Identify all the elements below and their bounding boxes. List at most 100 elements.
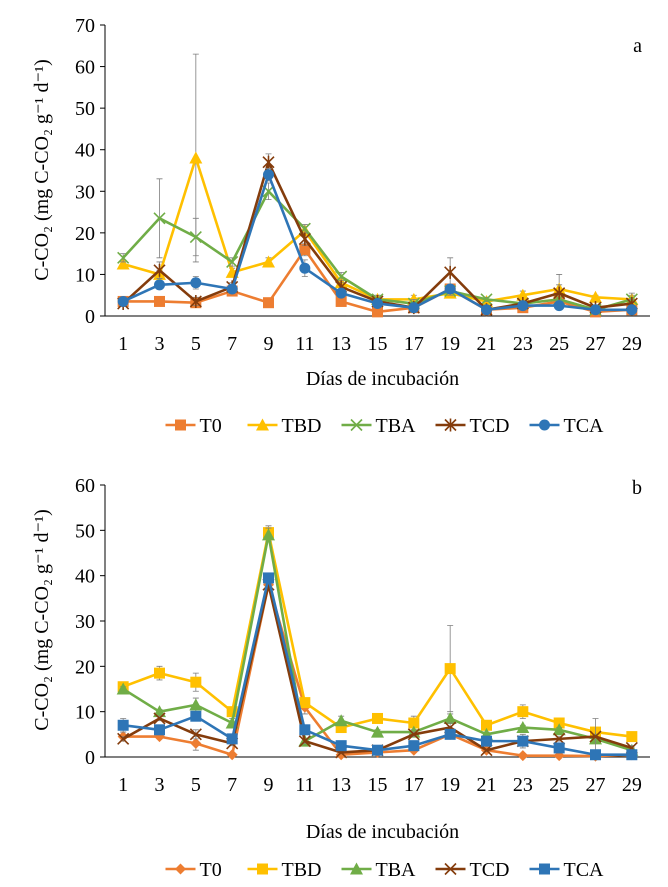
x-tick-label: 25: [549, 774, 569, 796]
data-point: [590, 749, 601, 761]
data-point: [407, 728, 420, 741]
legend-swatch-marker: [444, 862, 457, 876]
data-point: [553, 742, 565, 754]
x-tick-label: 27: [586, 333, 606, 355]
y-tick-label: 50: [75, 520, 95, 542]
data-point: [262, 155, 275, 169]
data-point: [117, 732, 130, 745]
data-point: [116, 257, 130, 270]
data-point: [444, 265, 457, 279]
legend-label: TCD: [470, 415, 510, 437]
x-tick-label: 21: [477, 774, 497, 796]
data-point: [189, 728, 202, 741]
legend-label: TCA: [564, 415, 605, 437]
legend-item-TCA: TCA: [529, 415, 605, 437]
data-point: [153, 712, 166, 725]
data-point: [154, 295, 165, 307]
data-point: [299, 262, 311, 274]
data-point: [480, 293, 493, 306]
data-point: [117, 295, 129, 307]
legend-swatch-marker: [256, 418, 269, 431]
legend-swatch-marker: [444, 418, 457, 432]
panel-label: a: [633, 35, 642, 57]
legend-swatch-marker: [539, 419, 550, 431]
data-point: [335, 740, 347, 752]
data-point: [189, 151, 203, 164]
data-point: [481, 304, 492, 316]
data-point: [516, 288, 530, 301]
legend-item-TCD: TCD: [435, 415, 510, 437]
x-tick-label: 23: [513, 333, 533, 355]
data-point: [481, 735, 492, 747]
data-point: [517, 706, 529, 718]
legend-item-T0: T0: [165, 859, 222, 881]
legend-item-TBD: TBD: [247, 415, 322, 437]
y-tick-label: 0: [85, 747, 95, 769]
legend-item-T0: T0: [165, 415, 222, 437]
data-point: [190, 676, 202, 688]
data-point: [372, 712, 383, 724]
data-point: [263, 572, 274, 584]
series-TBD: [116, 53, 639, 307]
x-tick-label: 1: [118, 333, 128, 355]
data-point: [262, 528, 275, 541]
legend-swatch-marker: [539, 863, 550, 875]
data-point: [517, 750, 529, 762]
legend-label: T0: [200, 859, 222, 881]
legend-swatch-marker: [350, 418, 363, 432]
x-tick-label: 13: [331, 333, 351, 355]
y-tick-label: 20: [75, 656, 95, 678]
x-axis-label: Días de incubación: [306, 368, 459, 390]
y-tick-label: 30: [75, 611, 95, 633]
x-tick-label: 27: [586, 774, 606, 796]
data-point: [517, 300, 529, 312]
data-point: [372, 298, 383, 310]
data-point: [371, 725, 384, 738]
data-point: [226, 706, 238, 718]
y-tick-label: 40: [75, 566, 95, 588]
x-tick-label: 5: [191, 774, 201, 796]
data-point: [226, 733, 238, 745]
x-tick-label: 13: [331, 774, 351, 796]
data-point: [516, 721, 530, 734]
data-point: [189, 230, 202, 244]
x-tick-label: 3: [155, 774, 165, 796]
data-point: [335, 295, 347, 307]
series-TCA: [117, 168, 638, 316]
data-point: [189, 294, 202, 308]
legend-label: T0: [200, 415, 222, 437]
data-point: [262, 255, 275, 268]
data-point: [372, 306, 383, 318]
data-point: [116, 682, 130, 695]
y-tick-label: 30: [75, 181, 95, 203]
data-point: [553, 286, 566, 300]
data-point: [444, 283, 456, 295]
x-axis-label: Días de incubación: [306, 821, 459, 843]
data-point: [154, 667, 165, 679]
x-tick-label: 21: [477, 333, 497, 355]
x-tick-label: 7: [227, 333, 237, 355]
x-tick-label: 11: [295, 333, 314, 355]
y-tick-label: 10: [75, 264, 95, 286]
x-tick-label: 7: [227, 774, 237, 796]
data-point: [263, 169, 274, 181]
legend-swatch-marker: [175, 419, 186, 431]
legend-item-TBA: TBA: [341, 859, 416, 881]
data-point: [299, 697, 311, 709]
legend-label: TCD: [470, 859, 510, 881]
data-point: [263, 297, 274, 309]
legend: T0 TBD TBA TCD TCA: [165, 415, 605, 437]
y-tick-label: 40: [75, 140, 95, 162]
data-point: [226, 255, 239, 269]
data-point: [190, 277, 202, 289]
data-point: [553, 717, 565, 729]
legend-item-TCD: TCD: [435, 859, 510, 881]
y-tick-label: 0: [85, 306, 95, 328]
y-tick-label: 20: [75, 223, 95, 245]
x-tick-label: 19: [440, 774, 460, 796]
data-point: [153, 212, 166, 225]
panel-label: b: [632, 477, 642, 499]
